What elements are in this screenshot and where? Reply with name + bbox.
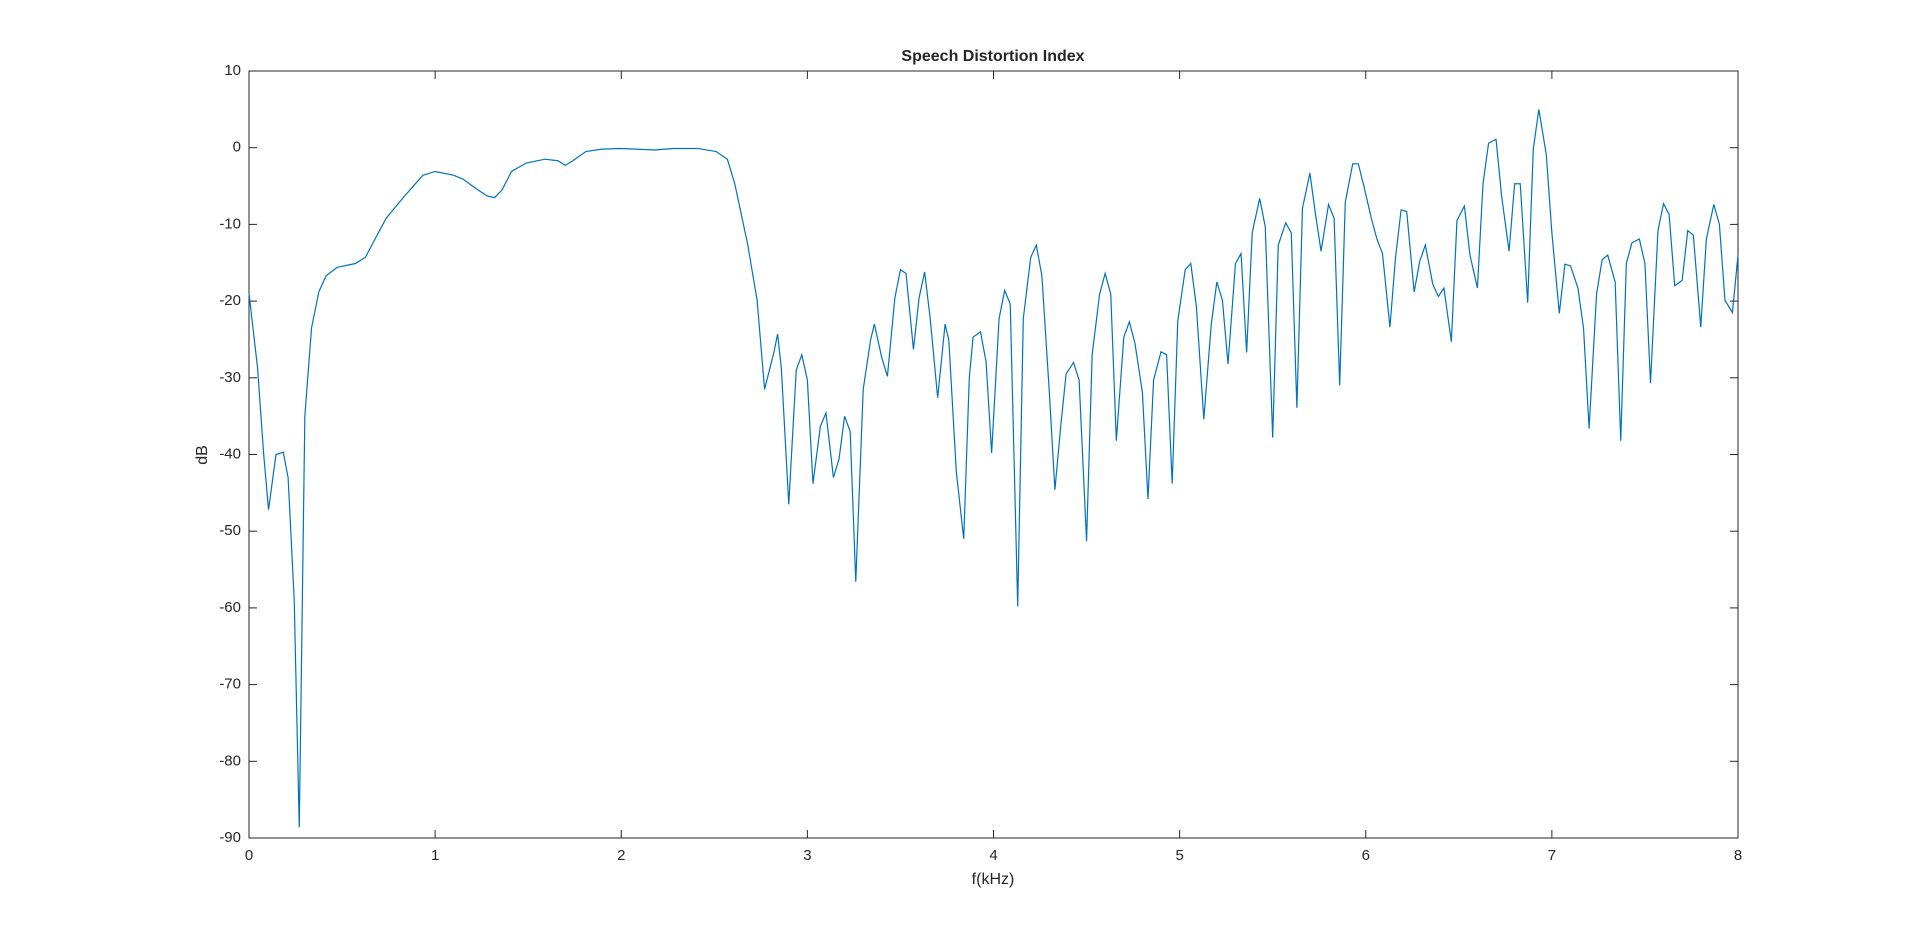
y-tick-label: -60	[219, 599, 241, 616]
x-tick-label: 0	[245, 847, 253, 864]
x-tick-label: 5	[1175, 847, 1183, 864]
y-tick-label: -20	[219, 292, 241, 309]
x-tick-label: 8	[1734, 847, 1742, 864]
data-line	[248, 109, 1739, 828]
y-tick-label: -30	[219, 369, 241, 386]
x-tick-label: 2	[617, 847, 625, 864]
y-tick-label: -80	[219, 752, 241, 769]
x-axis-label: f(kHz)	[972, 871, 1015, 888]
x-tick-label: 6	[1362, 847, 1370, 864]
y-tick-label: -90	[219, 829, 241, 846]
y-tick-label: 10	[224, 62, 241, 79]
y-tick-label: -70	[219, 676, 241, 693]
x-tick-label: 7	[1548, 847, 1556, 864]
x-tick-label: 3	[803, 847, 811, 864]
plot-frame	[248, 70, 1739, 839]
y-tick-label: 0	[233, 139, 241, 156]
y-tick-label: -40	[219, 445, 241, 462]
y-axis-label: dB	[194, 445, 211, 465]
x-tick-label: 1	[431, 847, 439, 864]
y-tick-label: -10	[219, 215, 241, 232]
chart-title: Speech Distortion Index	[901, 48, 1084, 65]
x-tick-label: 4	[989, 847, 997, 864]
y-tick-label: -50	[219, 522, 241, 539]
